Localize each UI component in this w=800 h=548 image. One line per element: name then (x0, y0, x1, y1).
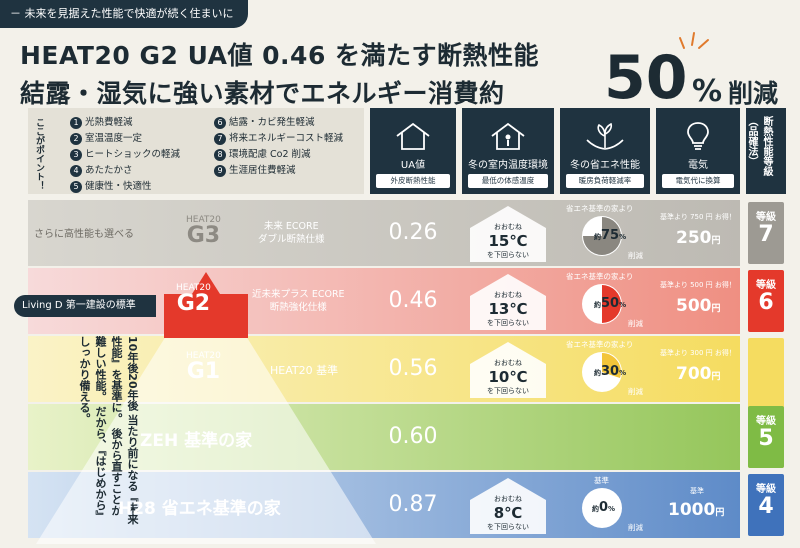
page-title: HEAT20 G2 UA値 0.46 を満たす断熱性能 (20, 41, 540, 70)
h28-label: H28 省エネ基準の家 (118, 499, 281, 519)
reduction-percent: % (692, 74, 723, 109)
spec-g1: HEAT20 基準 (270, 364, 339, 377)
grade-5: 等級 5 (748, 406, 784, 468)
price-note-g1: 基準より 300 円 お得！ (660, 349, 736, 357)
reduction-pie-g1 (582, 352, 622, 392)
house-shape (470, 206, 546, 262)
column-head-temp: 冬の室内温度環境 最低の体感温度 (462, 108, 554, 194)
reduction-suffix-g3: 削減 (628, 251, 643, 260)
hands-plant-icon (586, 122, 624, 150)
reduction-label: 削減 (728, 79, 779, 108)
point-item: 9 生涯居住費軽減 (214, 162, 296, 177)
concept-note: 10年後20年後 当たり前になる『未来性能』を基準に。 後から直すことが難しい性… (78, 336, 139, 525)
reduction-pie-g2 (582, 284, 622, 324)
reduction-suffix-g2: 削減 (628, 319, 643, 328)
reduction-g2: 約50% (594, 296, 627, 311)
point-item: 6 結露・カビ発生軽減 (214, 114, 315, 129)
reduction-note-g1: 省エネ基準の家より (566, 340, 634, 349)
reduction-h28: 約0% (592, 500, 616, 515)
reduction-note-h28: 基準 (594, 476, 609, 485)
points-label: ここがポイント！ (34, 118, 44, 190)
house-shape (470, 274, 546, 330)
point-item: 5 健康性・快適性 (70, 178, 152, 193)
reduction-suffix-h28: 削減 (628, 523, 643, 532)
grade-4: 等級 4 (748, 474, 784, 536)
reduction-note-g2: 省エネ基準の家より (566, 272, 634, 281)
temp-g1: おおむね 10℃ を下回らない (468, 340, 548, 398)
price-g3: 250円 (676, 228, 721, 248)
heat-grade-g1: HEAT20 G1 (186, 351, 221, 384)
sparkle-icon (679, 32, 709, 49)
ua-h28: 0.87 (388, 492, 438, 517)
reduction-g1: 約30% (594, 364, 627, 379)
house-icon (396, 122, 430, 150)
price-note-g3: 基準より 750 円 お得！ (660, 213, 736, 221)
header-tag: － 未来を見据えた性能で快適が続く住まいに (0, 0, 248, 28)
reduction-suffix-g1: 削減 (628, 387, 643, 396)
standard-badge: Living D 第一建設の標準 (14, 295, 156, 317)
ua-g2: 0.46 (388, 288, 438, 313)
price-h28: 1000円 (668, 500, 725, 520)
temp-g3: おおむね 15℃ を下回らない (468, 204, 548, 262)
price-note-g2: 基準より 500 円 お得！ (660, 281, 736, 289)
option-text: さらに高性能も選べる (34, 229, 134, 240)
spec-g2: 近未来プラス ECORE 断熱強化仕様 (252, 289, 345, 313)
pyramid-graphic (36, 272, 376, 544)
point-item: 1 光熱費軽減 (70, 114, 133, 129)
points-box: ここがポイント！ 1 光熱費軽減 2 室温温度一定 3 ヒートショックの軽減 4 あたた… (28, 108, 364, 194)
ua-zeh: 0.60 (388, 424, 438, 449)
price-g1: 700円 (676, 364, 721, 384)
grade-6: 等級 6 (748, 270, 784, 332)
column-head-electric: 電気 電気代に換算 (656, 108, 740, 194)
house-shape (470, 478, 546, 534)
price-note-h28: 基準 (690, 487, 704, 495)
price-g2: 500円 (676, 296, 721, 316)
ua-g3: 0.26 (388, 220, 438, 245)
point-item: 4 あたたかさ (70, 162, 133, 177)
reduction-number: 50 (604, 43, 688, 113)
lightbulb-icon (687, 122, 709, 150)
reduction-g3: 約75% (594, 228, 627, 243)
point-item: 8 環境配慮 Co2 削減 (214, 146, 311, 161)
ua-g1: 0.56 (388, 356, 438, 381)
column-head-ua: UA値 外皮断熱性能 (370, 108, 456, 194)
person-house-icon (491, 122, 525, 150)
grade-7: 等級 7 (748, 202, 784, 264)
page-subtitle: 結露・湿気に強い素材でエネルギー消費約 (20, 79, 505, 108)
reduction-pie-g3 (582, 216, 622, 256)
zeh-label: ZEH 基準の家 (140, 431, 253, 451)
column-head-energy: 冬の省エネ性能 暖房負荷軽減率 (560, 108, 650, 194)
temp-h28: おおむね 8℃ を下回らない (468, 476, 548, 534)
reduction-pie-h28 (582, 488, 622, 528)
point-item: 2 室温温度一定 (70, 130, 142, 145)
spec-g3: 未来 ECORE ダブル断熱仕様 (258, 221, 325, 245)
house-shape (470, 342, 546, 398)
point-item: 3 ヒートショックの軽減 (70, 146, 180, 161)
grade-head: 断熱性能等級（品確法） (746, 108, 786, 194)
point-item: 7 将来エネルギーコスト軽減 (214, 130, 343, 145)
heat-grade-g3: HEAT20 G3 (186, 215, 221, 248)
temp-g2: おおむね 13℃ を下回らない (468, 272, 548, 330)
heat-grade-g2: HEAT20 G2 (176, 283, 211, 316)
reduction-note-g3: 省エネ基準の家より (566, 204, 634, 213)
